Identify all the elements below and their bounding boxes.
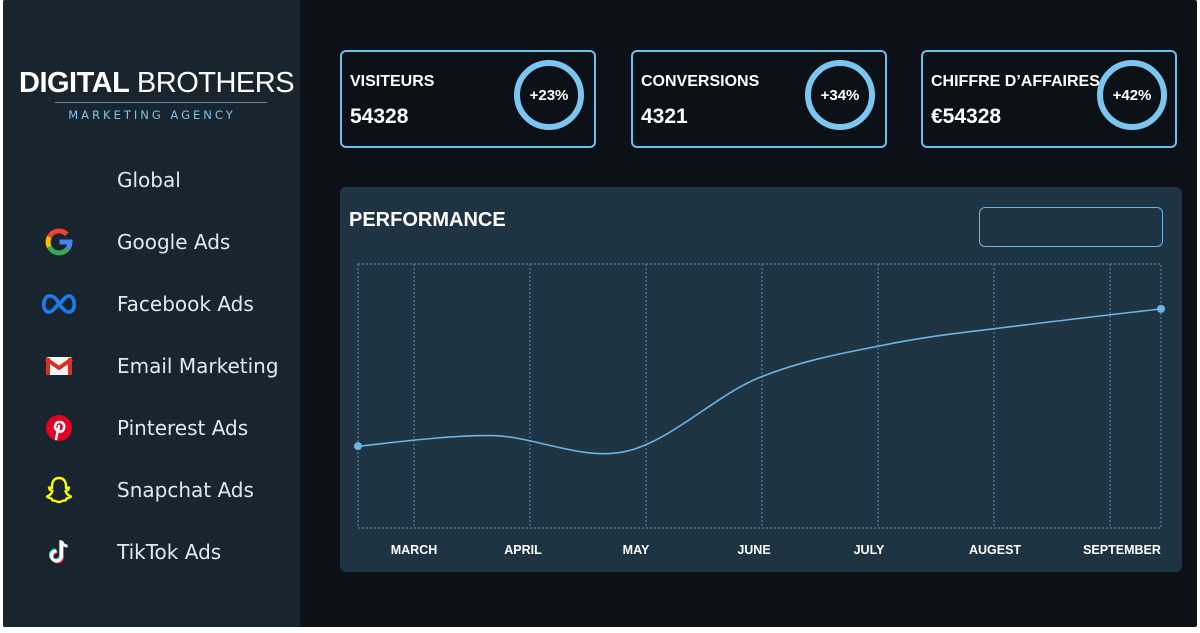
data-point-end xyxy=(1157,304,1165,313)
x-tick-label: APRIL xyxy=(504,543,542,557)
brand-name-bold: DIGITAL xyxy=(19,67,130,99)
nav-item-facebook-ads[interactable]: Facebook Ads xyxy=(3,273,300,335)
brand-divider xyxy=(55,102,267,103)
nav-item-label: Global xyxy=(117,168,181,192)
performance-title: PERFORMANCE xyxy=(349,209,506,231)
nav-item-label: Email Marketing xyxy=(117,354,279,378)
dashboard-frame: DIGITAL BROTHERS MARKETING AGENCY Global xyxy=(3,0,1197,627)
performance-line-chart: MARCH APRIL MAY JUNE JULY AUGEST SEPTEMBER xyxy=(354,263,1165,557)
nav-item-global[interactable]: Global xyxy=(3,149,300,211)
kpi-title: VISITEURS xyxy=(350,73,435,90)
google-icon xyxy=(41,227,77,257)
kpi-value: 4321 xyxy=(641,105,688,128)
plot-area xyxy=(357,263,1162,529)
series-line xyxy=(357,308,1162,455)
nav-item-tiktok-ads[interactable]: TikTok Ads xyxy=(3,521,300,583)
x-tick-label: SEPTEMBER xyxy=(1083,543,1161,557)
nav-item-label: Pinterest Ads xyxy=(117,416,249,440)
nav-item-google-ads[interactable]: Google Ads xyxy=(3,211,300,273)
kpi-change-ring: +23% xyxy=(514,60,584,130)
brand-tagline: MARKETING AGENCY xyxy=(68,108,236,122)
snapchat-icon xyxy=(41,475,77,505)
x-tick-label: MARCH xyxy=(391,543,438,557)
channel-nav: Global Google Ads xyxy=(3,149,300,583)
brand-name-light: BROTHERS xyxy=(136,67,295,99)
x-tick-label: AUGEST xyxy=(969,543,1021,557)
nav-item-label: Google Ads xyxy=(117,230,231,254)
kpi-title: CONVERSIONS xyxy=(641,73,760,90)
gmail-icon xyxy=(41,351,77,381)
pinterest-icon xyxy=(41,413,77,443)
meta-icon xyxy=(41,289,77,319)
kpi-title: CHIFFRE D’AFFAIRES xyxy=(931,73,1100,90)
x-tick-label: JULY xyxy=(854,543,885,557)
kpi-card-conversions: CONVERSIONS 4321 +34% xyxy=(631,50,887,148)
kpi-change: +34% xyxy=(820,86,860,104)
performance-panel: PERFORMANCE MARCH APRIL MAY JUNE JULY AUGEST S… xyxy=(340,187,1182,572)
kpi-value: €54328 xyxy=(931,105,1002,128)
brand-logo: DIGITAL BROTHERS MARKETING AGENCY xyxy=(19,64,295,122)
kpi-value: 54328 xyxy=(350,105,409,128)
x-tick-label: MAY xyxy=(623,543,650,557)
kpi-change: +42% xyxy=(1112,86,1152,104)
tiktok-icon xyxy=(41,537,77,567)
kpi-card-chiffre-affaires: CHIFFRE D’AFFAIRES €54328 +42% xyxy=(921,50,1177,148)
kpi-card-visiteurs: VISITEURS 54328 +23% xyxy=(340,50,596,148)
kpi-change-ring: +34% xyxy=(805,60,875,130)
nav-item-pinterest-ads[interactable]: Pinterest Ads xyxy=(3,397,300,459)
brand-name: DIGITAL BROTHERS xyxy=(19,64,295,102)
kpi-change-ring: +42% xyxy=(1097,60,1167,130)
period-select[interactable] xyxy=(979,207,1163,247)
nav-item-label: Facebook Ads xyxy=(117,292,254,316)
kpi-change: +23% xyxy=(529,86,569,104)
x-tick-label: JUNE xyxy=(737,543,770,557)
nav-item-snapchat-ads[interactable]: Snapchat Ads xyxy=(3,459,300,521)
nav-item-label: Snapchat Ads xyxy=(117,478,254,502)
data-point-start xyxy=(354,442,362,451)
sidebar: DIGITAL BROTHERS MARKETING AGENCY Global xyxy=(3,0,300,627)
nav-item-label: TikTok Ads xyxy=(117,540,222,564)
nav-item-email-marketing[interactable]: Email Marketing xyxy=(3,335,300,397)
